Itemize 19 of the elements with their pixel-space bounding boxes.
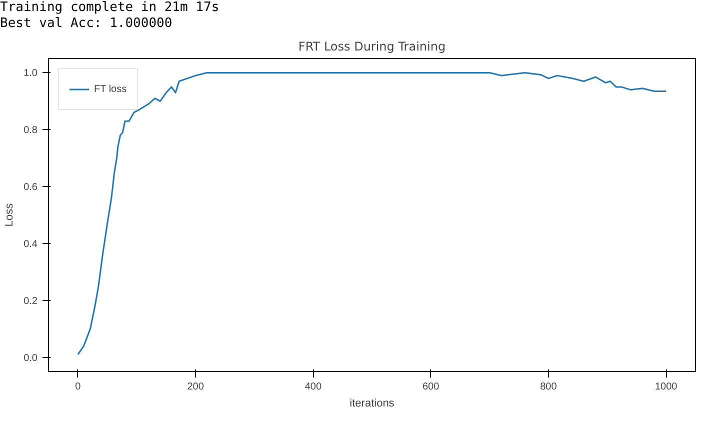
x-tick-label: 1000 bbox=[654, 382, 678, 392]
x-tick-label: 200 bbox=[187, 382, 204, 392]
legend-label: FT loss bbox=[94, 84, 127, 94]
x-tick-label: 0 bbox=[75, 382, 82, 392]
x-axis-title: iterations bbox=[350, 398, 395, 410]
y-tick-label: 0.4 bbox=[24, 238, 38, 250]
y-tick-label: 0.8 bbox=[24, 125, 38, 136]
text: Training complete in 21m 17s bbox=[0, 0, 220, 16]
y-tick-label: 0.2 bbox=[24, 296, 38, 307]
x-tick-label: 800 bbox=[540, 382, 558, 392]
x-tick-label: 600 bbox=[422, 382, 440, 392]
line-series bbox=[77, 72, 667, 356]
y-axis-title: Loss bbox=[4, 202, 16, 227]
y-tick-label: 0.0 bbox=[24, 352, 38, 364]
text: Best val Acc: 1.000000 bbox=[0, 16, 172, 32]
y-tick-label: 1.0 bbox=[24, 68, 38, 80]
y-tick-label: 0.6 bbox=[24, 182, 38, 194]
chart-title: FRT Loss During Training bbox=[298, 40, 446, 54]
x-tick-label: 400 bbox=[304, 382, 322, 392]
